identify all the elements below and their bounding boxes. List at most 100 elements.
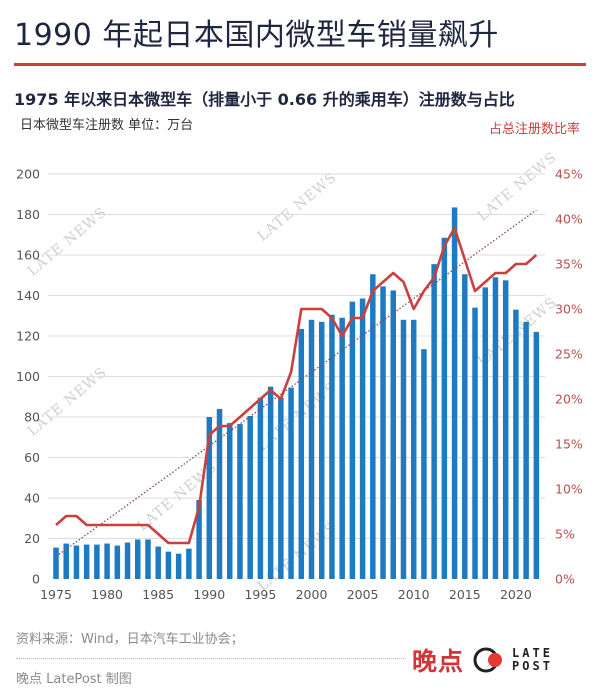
bar-1988 — [186, 548, 192, 579]
gridlines — [48, 173, 545, 539]
bar-2017 — [482, 287, 488, 579]
bar-2006 — [370, 274, 376, 579]
data-source-note: 资料来源：Wind，日本汽车工业协会； — [16, 632, 244, 647]
x-tick-label: 2010 — [398, 587, 430, 602]
bar-1995 — [257, 397, 264, 579]
bar-2007 — [380, 286, 386, 579]
watermark-text: LATE NEWS — [255, 169, 340, 244]
y-tick-label: 60 — [24, 450, 40, 465]
logo-chinese-text: 晚点 — [412, 647, 465, 676]
watermark-text: LATE NEWS — [475, 149, 560, 224]
bar-2021 — [523, 321, 529, 579]
title-divider — [14, 63, 586, 66]
y-tick-label: 180 — [16, 207, 40, 222]
bar-1985 — [155, 546, 161, 579]
y-tick-label: 40 — [24, 491, 40, 506]
bar-2015 — [462, 274, 468, 579]
trendline-series — [55, 209, 537, 558]
y-tick-label: 0 — [32, 572, 40, 587]
y2-tick-label: 45% — [555, 167, 583, 182]
left-axis-ticks: 0 20 40 60 80 100 120 140 160 180 200 — [16, 167, 40, 587]
y2-tick-label: 10% — [555, 482, 583, 497]
bar-2012 — [431, 264, 437, 579]
y-tick-label: 160 — [16, 248, 40, 263]
y-tick-label: 200 — [16, 167, 40, 182]
bar-1984 — [145, 539, 151, 579]
bar-2010 — [410, 319, 417, 579]
bar-2020 — [513, 309, 519, 579]
bar-2005 — [359, 298, 366, 579]
bar-1992 — [226, 423, 233, 579]
bar-series — [53, 207, 540, 579]
bar-1999 — [298, 328, 305, 579]
bar-2004 — [349, 301, 356, 579]
y2-tick-label: 35% — [555, 257, 583, 272]
bar-1993 — [237, 424, 243, 579]
bar-1977 — [73, 545, 80, 579]
bar-2009 — [400, 319, 407, 579]
chart-subtitle: 1975 年以来日本微型车（排量小于 0.66 升的乘用车）注册数与占比 — [14, 90, 515, 109]
y2-tick-label: 20% — [555, 392, 583, 407]
bar-1983 — [135, 539, 141, 579]
bar-2008 — [390, 290, 397, 579]
y-tick-label: 80 — [24, 410, 40, 425]
right-axis-ticks: 0% 5% 10% 15% 20% 25% 30% 35% 40% 45% — [555, 167, 583, 587]
bar-1980 — [104, 543, 110, 579]
bar-2001 — [318, 321, 325, 579]
bar-1996 — [267, 386, 274, 579]
bar-2014 — [451, 207, 458, 579]
y2-tick-label: 40% — [555, 212, 583, 227]
watermark-text: LATE NEWS — [255, 519, 340, 594]
y-tick-label: 20 — [24, 531, 40, 546]
bar-1997 — [278, 397, 284, 579]
x-tick-label: 2000 — [296, 587, 328, 602]
bar-1982 — [124, 542, 131, 579]
bar-1998 — [288, 387, 294, 579]
bar-1976 — [63, 543, 69, 579]
bar-2022 — [533, 331, 540, 579]
logo-circle-icon — [472, 643, 506, 677]
logo-english-text: LATE POST — [512, 647, 553, 673]
bar-2000 — [308, 319, 315, 579]
bar-1990 — [206, 417, 213, 579]
x-tick-label: 1990 — [193, 587, 225, 602]
y2-tick-label: 0% — [555, 572, 575, 587]
y-tick-label: 120 — [16, 329, 40, 344]
bar-1987 — [175, 553, 182, 579]
bar-2016 — [472, 307, 478, 579]
y-tick-label: 100 — [16, 369, 40, 384]
bar-1986 — [165, 551, 172, 579]
right-axis-label: 占总注册数比率 — [488, 122, 580, 137]
bar-2013 — [441, 237, 448, 579]
logo-en-line1: LATE — [512, 646, 553, 660]
x-tick-label: 2015 — [449, 587, 481, 602]
ratio-line — [55, 226, 538, 545]
left-axis-label: 日本微型车注册数 单位：万台 — [20, 118, 194, 133]
bar-1975 — [53, 547, 59, 579]
y2-tick-label: 15% — [555, 437, 583, 452]
ratio-line-series — [55, 226, 538, 545]
y-tick-label: 140 — [16, 288, 40, 303]
x-tick-label: 2020 — [500, 587, 532, 602]
footer-divider — [16, 658, 404, 659]
chart-title: 1990 年起日本国内微型车销量飙升 — [14, 18, 499, 53]
bar-1994 — [247, 415, 253, 579]
x-axis-ticks: 1975 1980 1985 1990 1995 2000 2005 2010 2015 2020 — [40, 587, 532, 602]
bar-2002 — [329, 314, 335, 579]
bar-2019 — [502, 280, 509, 579]
y2-tick-label: 5% — [555, 527, 575, 542]
chart-credit: 晚点 LatePost 制图 — [16, 672, 132, 687]
bar-1978 — [83, 544, 90, 579]
bar-1979 — [94, 544, 100, 579]
x-tick-label: 1980 — [91, 587, 123, 602]
x-tick-label: 2005 — [347, 587, 379, 602]
trendline — [55, 209, 537, 558]
latepost-logo: 晚点 LATE POST — [412, 642, 553, 678]
bar-1989 — [196, 500, 202, 579]
bar-1981 — [114, 545, 121, 579]
bar-1991 — [216, 408, 223, 579]
y2-tick-label: 25% — [555, 347, 583, 362]
bar-2011 — [421, 349, 427, 579]
bar-2003 — [339, 317, 345, 579]
